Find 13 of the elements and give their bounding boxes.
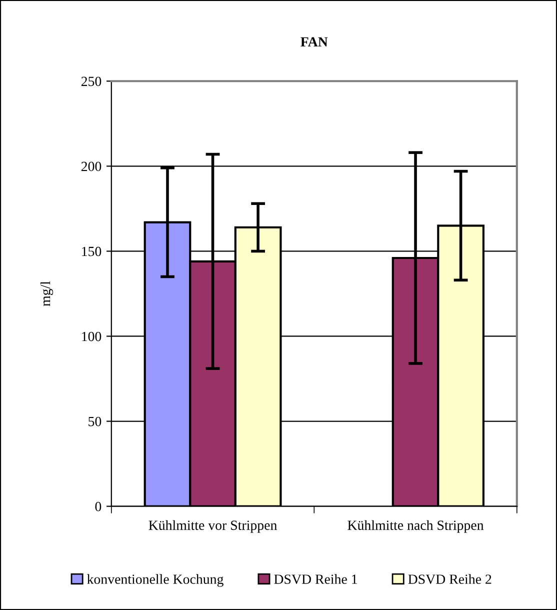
y-tick-label: 250: [81, 76, 102, 86]
y-tick-label: 200: [81, 162, 102, 172]
x-tick-label: Kühlmitte nach Strippen: [348, 520, 484, 533]
legend-label: konventionelle Kochung: [87, 574, 224, 587]
chart-title: FAN: [300, 37, 328, 46]
y-tick-label: 150: [82, 246, 102, 256]
y-tick-label: 100: [82, 332, 102, 342]
legend-label: DSVD Reihe 1: [274, 574, 357, 584]
y-tick-label: 0: [95, 502, 102, 512]
legend-label: DSVD Reihe 2: [408, 574, 492, 584]
y-tick-label: 50: [88, 416, 102, 426]
x-tick-label: Kühlmitte vor Strippen: [148, 520, 277, 533]
y-axis-title: mg/l: [40, 281, 54, 306]
